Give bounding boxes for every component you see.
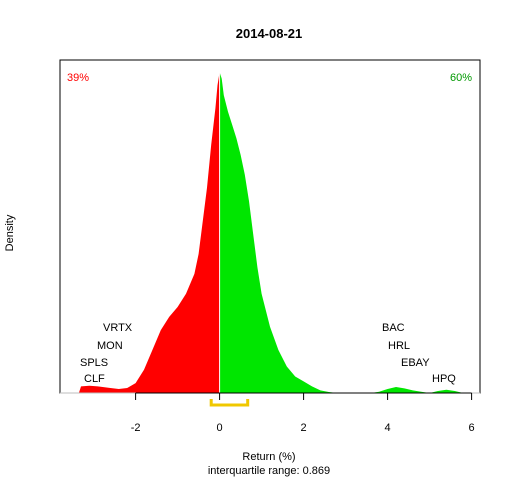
x-tick-label: -2: [131, 422, 141, 434]
ticker-label: SPLS: [80, 357, 108, 369]
positive-density-area: [219, 72, 464, 393]
density-areas: [78, 72, 464, 393]
iqr-bracket: [209, 399, 250, 407]
iqr-label: interquartile range: 0.869: [208, 465, 330, 477]
x-axis-label: Return (%): [242, 451, 295, 463]
negative-share-label: 39%: [67, 72, 89, 84]
negative-density-area: [78, 72, 220, 393]
chart-title: 2014-08-21: [236, 26, 303, 41]
x-tick-label: 4: [385, 422, 391, 434]
x-tick-label: 6: [469, 422, 475, 434]
y-axis-label: Density: [4, 214, 16, 251]
ticker-label: HPQ: [432, 373, 456, 385]
x-tick-label: 2: [301, 422, 307, 434]
ticker-label: BAC: [382, 322, 405, 334]
ticker-label: CLF: [84, 373, 105, 385]
x-tick-label: 0: [217, 422, 223, 434]
ticker-label: HRL: [388, 340, 410, 352]
ticker-label: MON: [97, 340, 123, 352]
x-axis: -2 0 2 4 6: [131, 392, 475, 434]
ticker-label: EBAY: [401, 357, 430, 369]
ticker-label: VRTX: [103, 322, 133, 334]
positive-share-label: 60%: [450, 72, 472, 84]
iqr-bracket-line: [209, 399, 250, 407]
